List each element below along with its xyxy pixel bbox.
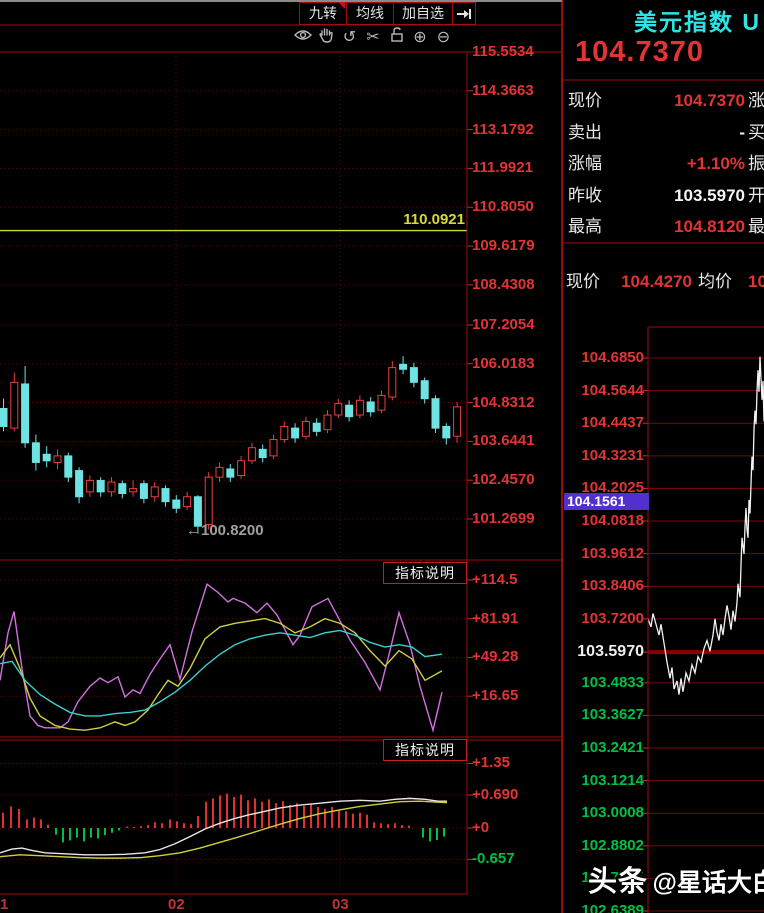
- intraday-y-label: 103.1214: [581, 771, 644, 789]
- y-axis-label: 115.5534: [472, 43, 534, 60]
- quote-row-next-label: 开: [748, 185, 764, 205]
- quote-row-value: -: [739, 122, 745, 142]
- low-price-marker: ←100.8200: [186, 522, 264, 539]
- undo-icon[interactable]: ↺: [342, 29, 357, 46]
- quote-panel: 美元指数 U 104.7370 现价 104.7370 涨卖出 - 买涨幅 +1.10% 振…: [562, 0, 764, 913]
- intraday-y-label: 104.6850: [581, 349, 644, 366]
- intraday-y-label: 103.8406: [581, 577, 644, 595]
- intraday-y-label: 102.8802: [581, 836, 644, 854]
- indicator2-y-label: +0.690: [472, 786, 519, 804]
- toolbar-button-2[interactable]: 均线: [346, 2, 394, 25]
- window-top-edge: [0, 0, 562, 2]
- x-axis-label: 02: [168, 896, 185, 913]
- quote-row-value: 103.5970: [674, 185, 745, 205]
- intraday-y-label: 104.4437: [581, 414, 644, 432]
- subrow-label-2: 均价: [698, 272, 732, 291]
- zoom-in-icon[interactable]: ⊕: [413, 29, 427, 46]
- intraday-y-label: 103.7200: [581, 609, 644, 627]
- y-axis-label: 106.0183: [472, 354, 535, 372]
- intraday-y-label: 103.2421: [581, 739, 644, 757]
- eye-icon[interactable]: [292, 27, 313, 49]
- new-feature-notch: [338, 2, 345, 9]
- y-axis-label: 102.4570: [472, 471, 535, 489]
- quote-row-label: 卖出: [568, 122, 602, 142]
- quote-row-value: 104.8120: [674, 217, 745, 236]
- intraday-chart-area[interactable]: [648, 327, 764, 913]
- intraday-y-label: 102.7595: [581, 869, 644, 887]
- indicator2-info-button[interactable]: 指标说明: [383, 739, 467, 761]
- y-axis-label: 101.2699: [472, 509, 535, 527]
- indicator2-y-label: -0.657: [472, 850, 515, 868]
- quote-row-label: 涨幅: [568, 154, 602, 173]
- y-axis-label: 109.6179: [472, 237, 535, 255]
- toolbar-button-3[interactable]: 加自选: [393, 2, 453, 25]
- arrow-to-bar-icon: [457, 9, 471, 20]
- indicator1-y-label: +81.91: [472, 609, 519, 627]
- quote-row-value: +1.10%: [686, 154, 745, 173]
- intraday-y-label: 104.2025: [581, 479, 644, 497]
- y-axis-label: 103.6441: [472, 432, 535, 450]
- x-axis-label: 1: [0, 896, 9, 913]
- intraday-y-label: 103.0008: [581, 804, 644, 822]
- zoom-out-icon[interactable]: ⊖: [436, 29, 451, 46]
- intraday-y-label: 104.0818: [581, 512, 644, 530]
- quote-row-next-label: 涨: [748, 91, 764, 110]
- main-chart-area[interactable]: [0, 52, 467, 560]
- quote-row: 卖出 - 买: [562, 118, 764, 148]
- intraday-y-label: 104.3231: [581, 446, 644, 464]
- quote-row: 现价 104.7370 涨: [562, 86, 764, 116]
- indicator2-area[interactable]: [0, 738, 467, 893]
- quote-row-label: 最高: [568, 217, 602, 236]
- quote-row-value: 104.7370: [674, 91, 745, 110]
- quote-row-label: 昨收: [568, 185, 602, 205]
- collapse-panel-button[interactable]: [452, 2, 476, 25]
- quote-row: 昨收 103.5970 开: [562, 181, 764, 211]
- quote-row: 涨幅 +1.10% 振: [562, 149, 764, 179]
- instrument-title: 美元指数 U: [634, 9, 761, 35]
- intraday-y-label: 103.4833: [581, 673, 644, 691]
- intraday-y-label: 103.3627: [581, 706, 644, 724]
- price-cursor-label: 104.1561: [564, 492, 649, 510]
- subrow-label-1: 现价: [566, 272, 600, 291]
- y-axis-label: 113.1792: [472, 120, 534, 138]
- hand-icon[interactable]: [316, 27, 337, 49]
- y-axis-label: 114.3663: [472, 81, 534, 99]
- watermark-brand: 头条: [588, 866, 649, 898]
- watermark: 头条 @星话大白: [588, 858, 764, 900]
- intraday-summary-row: 现价 104.4270 均价 10: [562, 270, 764, 294]
- x-axis-label: 03: [332, 896, 349, 913]
- indicator1-y-label: +49.28: [472, 648, 519, 666]
- intraday-y-label: 104.5644: [581, 381, 644, 399]
- quote-row-next-label: 买: [748, 122, 764, 142]
- indicator1-y-label: +16.65: [472, 687, 519, 705]
- indicator1-area[interactable]: [0, 560, 467, 737]
- quote-row-label: 现价: [568, 91, 602, 110]
- indicator1-y-label: +114.5: [472, 571, 518, 588]
- y-axis-label: 104.8312: [472, 393, 535, 411]
- alert-line-label: 110.0921: [403, 211, 465, 228]
- intraday-y-label: 103.9612: [581, 544, 644, 562]
- quote-row: 最高 104.8120 最: [562, 212, 764, 242]
- subrow-value-2: 10: [748, 272, 764, 291]
- intraday-y-label: 103.5970: [577, 643, 644, 661]
- toolbar-button-1[interactable]: 九转: [299, 2, 347, 25]
- current-price-big: 104.7370: [575, 36, 704, 68]
- indicator2-y-label: +0: [472, 819, 490, 836]
- y-axis-label: 107.2054: [472, 315, 535, 333]
- y-axis-label: 108.4308: [472, 275, 535, 293]
- quote-row-next-label: 最: [748, 217, 764, 236]
- lock-icon[interactable]: [386, 27, 407, 49]
- scissors-icon[interactable]: ✂: [366, 29, 380, 46]
- quote-row-next-label: 振: [748, 154, 764, 173]
- y-axis-label: 110.8050: [472, 198, 534, 216]
- indicator2-y-label: +1.35: [472, 754, 510, 772]
- y-axis-label: 111.9921: [472, 159, 533, 177]
- watermark-author: @星话大白: [652, 869, 764, 897]
- subrow-value-1: 104.4270: [621, 272, 692, 291]
- intraday-y-label: 102.6389: [581, 902, 644, 913]
- indicator1-info-button[interactable]: 指标说明: [383, 562, 467, 584]
